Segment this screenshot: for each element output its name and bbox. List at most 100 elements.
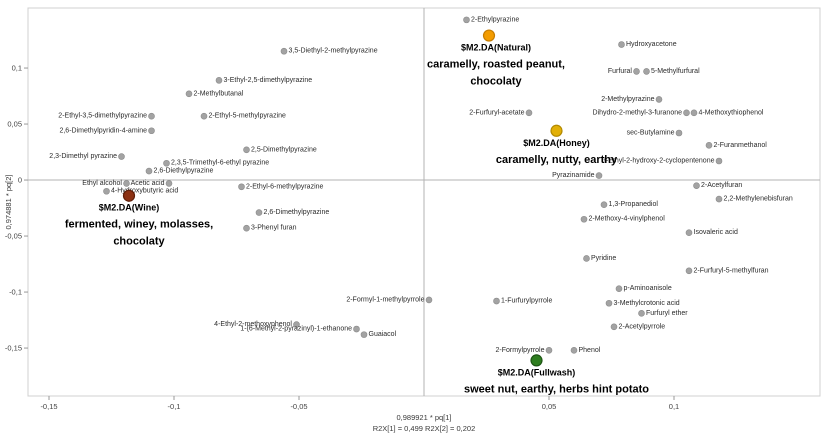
x-tick-label: -0,15: [40, 402, 57, 411]
y-tick-label: 0,05: [7, 120, 22, 129]
x-tick-label: 0,1: [669, 402, 679, 411]
compound-label: 4-Hydroxybutyric acid: [111, 188, 178, 195]
compound-point[interactable]: [243, 224, 250, 232]
sample-descriptor-honey: caramelly, nutty, earthy: [496, 154, 618, 166]
compound-label: 3-Ethyl-2,5-dimethylpyrazine: [224, 77, 313, 84]
compound-point[interactable]: [638, 310, 645, 317]
compound-label: 2-Methoxy-4-vinylphenol: [589, 216, 666, 223]
sample-descriptor-wine: fermented, winey, molasses,: [65, 219, 213, 231]
y-tick-label: -0,15: [5, 344, 22, 353]
compound-point[interactable]: [200, 112, 208, 120]
compound-label: 2-Methylbutanal: [194, 90, 244, 97]
compound-point[interactable]: [118, 153, 125, 160]
compound-point[interactable]: [148, 127, 155, 135]
compound-point[interactable]: [185, 90, 193, 98]
compound-point[interactable]: [715, 195, 723, 203]
compound-point[interactable]: [600, 201, 608, 208]
sample-label-natural: $M2.DA(Natural): [461, 43, 531, 53]
compound-point[interactable]: [238, 183, 245, 191]
compound-label: 2-Furanmethanol: [714, 142, 768, 149]
compound-label: Ethyl alcohol: [82, 180, 122, 187]
compound-point[interactable]: [610, 323, 618, 331]
compound-label: 2,3-Dimethyl pyrazine: [49, 153, 117, 160]
sample-point-wine[interactable]: [122, 189, 136, 202]
compound-point[interactable]: [353, 325, 360, 333]
compound-label: 2,6-Diethylpyrazine: [154, 168, 214, 175]
compound-point[interactable]: [123, 180, 130, 187]
compound-label: 1,3-Propanediol: [609, 201, 659, 208]
compound-label: 2-Ethyl-6-methylpyrazine: [246, 183, 324, 190]
compound-label: p-Aminoanisole: [624, 285, 672, 292]
y-tick-label: 0: [18, 176, 22, 185]
y-tick-label: 0,1: [12, 64, 22, 73]
compound-point[interactable]: [163, 159, 170, 167]
compound-label: 2-Ethylpyrazine: [471, 16, 519, 23]
compound-point[interactable]: [685, 267, 693, 275]
compound-label: 2,6-Dimethylpyrazine: [264, 209, 330, 216]
compound-point[interactable]: [655, 96, 663, 103]
compound-label: 2,2-Methylenebisfuran: [724, 196, 793, 203]
compound-label: 3,5-Diethyl-2-methylpyrazine: [289, 48, 378, 55]
compound-point[interactable]: [360, 331, 368, 338]
compound-label: 1-(6-Methyl-2-pyrazinyl)-1-ethanone: [240, 326, 352, 333]
compound-label: 4-Ethyl-2-methoxyphenol: [214, 321, 292, 328]
compound-point[interactable]: [615, 285, 623, 292]
compound-point[interactable]: [715, 157, 723, 165]
compound-label: 3-Phenyl furan: [251, 225, 297, 232]
compound-point[interactable]: [493, 297, 500, 305]
compound-point[interactable]: [633, 68, 640, 75]
sample-label-fullwash: $M2.DA(Fullwash): [498, 367, 576, 377]
compound-point[interactable]: [293, 321, 300, 328]
compound-point[interactable]: [685, 229, 693, 236]
compound-point[interactable]: [280, 47, 288, 55]
y-axis-label: 0,974881 * pq[2]: [4, 174, 13, 229]
y-tick-label: -0,1: [9, 288, 22, 297]
compound-label: 2,3,5-Trimethyl-6-ethyl pyrazine: [171, 160, 269, 167]
compound-point[interactable]: [243, 146, 250, 154]
compound-point[interactable]: [425, 296, 433, 304]
sample-descriptor-fullwash: sweet nut, earthy, herbs hint potato: [464, 383, 649, 395]
compound-point[interactable]: [165, 180, 173, 187]
compound-label: 2-Ethyl-5-methylpyrazine: [209, 113, 287, 120]
compound-point[interactable]: [595, 172, 603, 179]
compound-point[interactable]: [255, 209, 263, 216]
compound-point[interactable]: [570, 347, 578, 354]
compound-point[interactable]: [705, 142, 713, 149]
compound-label: Phenol: [579, 347, 601, 354]
compound-point[interactable]: [643, 68, 650, 75]
x-tick-label: -0,1: [168, 402, 181, 411]
compound-label: 2,6-Dimethylpyridin-4-amine: [59, 127, 147, 134]
compound-point[interactable]: [148, 112, 155, 120]
sample-point-fullwash[interactable]: [530, 354, 543, 367]
compound-label: 3-Methylcrotonic acid: [614, 300, 680, 307]
compound-point[interactable]: [605, 299, 613, 307]
x-axis-label: 0,989921 * pq[1]: [396, 413, 451, 422]
compound-point[interactable]: [675, 129, 683, 137]
compound-point[interactable]: [215, 77, 223, 84]
compound-point[interactable]: [145, 167, 153, 175]
compound-label: 2-Formyl-1-methylpyrrole: [346, 296, 424, 303]
compound-label: Hydroxyacetone: [626, 41, 677, 48]
compound-point[interactable]: [683, 109, 690, 117]
compound-label: 3-Ethyl-2-hydroxy-2-cyclopentenone: [602, 158, 715, 165]
compound-point[interactable]: [525, 109, 533, 117]
x-tick-label: -0,05: [290, 402, 307, 411]
sample-point-natural[interactable]: [482, 29, 496, 42]
x-axis-note: R2X[1] = 0,499 R2X[2] = 0,202: [373, 424, 476, 433]
compound-point[interactable]: [545, 347, 553, 354]
sample-point-honey[interactable]: [550, 124, 563, 137]
x-tick-label: 0,05: [542, 402, 557, 411]
compound-label: sec-Butylamine: [627, 130, 675, 137]
compound-point[interactable]: [463, 16, 470, 24]
compound-label: 2-Acetylpyrrole: [619, 323, 666, 330]
compound-point[interactable]: [103, 187, 110, 195]
compound-point[interactable]: [693, 182, 700, 189]
compound-point[interactable]: [690, 109, 698, 117]
compound-point[interactable]: [583, 255, 590, 262]
compound-point[interactable]: [580, 215, 588, 223]
compound-point[interactable]: [618, 41, 625, 48]
compound-label: 4-Methoxythiophenol: [699, 109, 764, 116]
sample-label-wine: $M2.DA(Wine): [99, 203, 159, 213]
